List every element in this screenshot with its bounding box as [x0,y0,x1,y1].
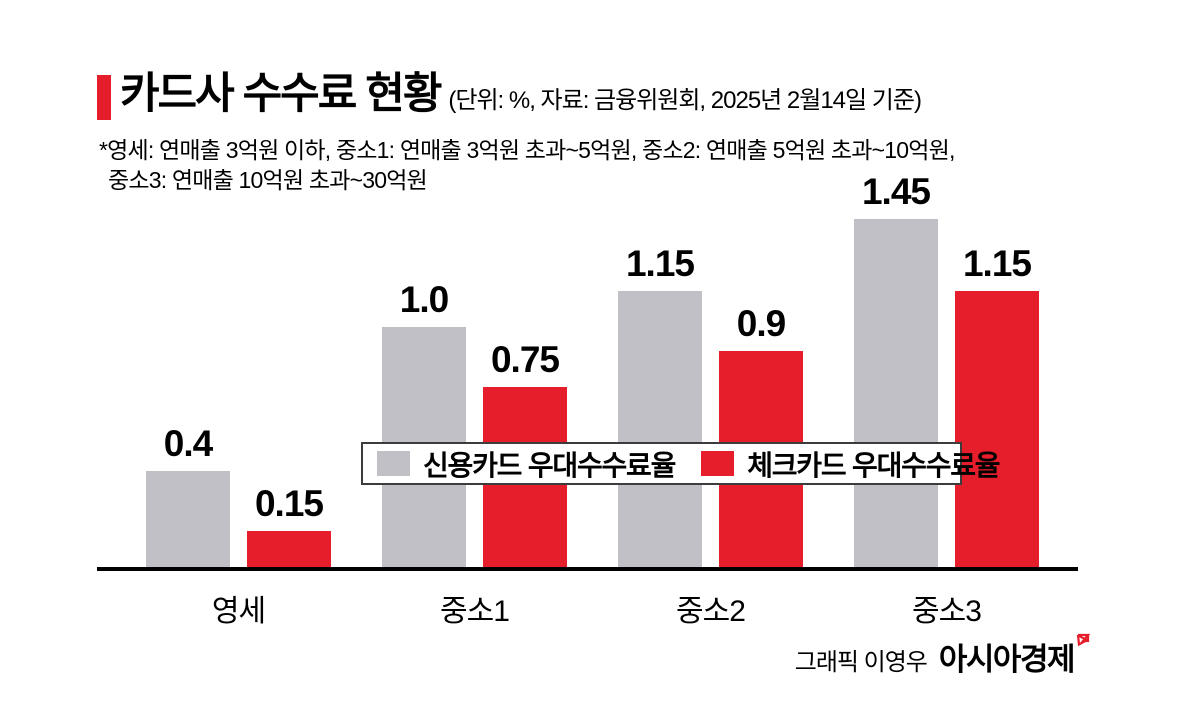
x-axis-label-중소1: 중소1 [440,595,510,628]
bar-series1-영세 [247,531,331,567]
legend-item-check-card: 체크카드 우대수수료율 [701,444,1001,484]
legend-label-credit-card: 신용카드 우대수수료율 [423,449,676,481]
bar-value-label-series0-중소3: 1.45 [861,171,931,212]
footnote-line-2: 중소3: 연매출 10억원 초과~30억원 [108,167,428,193]
bar-value-label-series1-중소1: 0.75 [490,339,560,380]
bar-series0-영세 [146,471,230,567]
x-axis-labels: 영세 중소1 중소2 중소3 [97,586,1078,628]
page-title: 카드사 수수료 현황 [120,70,442,118]
bar-value-label-series0-영세: 0.4 [163,423,213,464]
credit-card-swatch-icon [377,451,410,476]
legend-label-check-card: 체크카드 우대수수료율 [747,449,1000,481]
credit-graphic-author: 그래픽 이영우 [794,649,928,676]
bar-value-label-series1-영세: 0.15 [254,483,324,524]
header: 카드사 수수료 현황 (단위: %, 자료: 금융위원회, 2025년 2월14… [97,70,922,120]
bar-series0-중소3 [854,219,938,567]
footnote: *영세: 연매출 3억원 이하, 중소1: 연매출 3억원 초과~5억원, 중소… [99,135,955,195]
bar-value-label-series1-중소3: 1.15 [962,243,1032,284]
x-axis-label-중소3: 중소3 [912,595,982,628]
legend-item-credit-card: 신용카드 우대수수료율 [377,444,676,484]
check-card-swatch-icon [701,451,735,476]
bar-value-label-series0-중소2: 1.15 [625,243,695,284]
bar-value-label-series0-중소1: 1.0 [399,279,449,320]
credit: 그래픽 이영우 아시아경제 [794,633,1091,679]
footnote-line-1: *영세: 연매출 3억원 이하, 중소1: 연매출 3억원 초과~5억원, 중소… [99,137,955,163]
x-axis-label-영세: 영세 [211,595,266,628]
bar-value-label-series1-중소2: 0.9 [736,303,786,344]
brand-flag-icon [1076,633,1091,647]
brand-name: 아시아경제 [938,642,1076,677]
bar-series1-중소3 [955,291,1039,567]
x-axis-label-중소2: 중소2 [676,595,746,628]
title-subtitle: (단위: %, 자료: 금융위원회, 2025년 2월14일 기준) [448,87,922,114]
bar-series0-중소2 [618,291,702,567]
plot-area: 0.4 0.15 1.0 0.75 1.15 0.9 1.45 1.15 [97,173,1078,571]
legend: 신용카드 우대수수료율 체크카드 우대수수료율 [361,442,1001,485]
title-accent-bar [97,75,111,120]
